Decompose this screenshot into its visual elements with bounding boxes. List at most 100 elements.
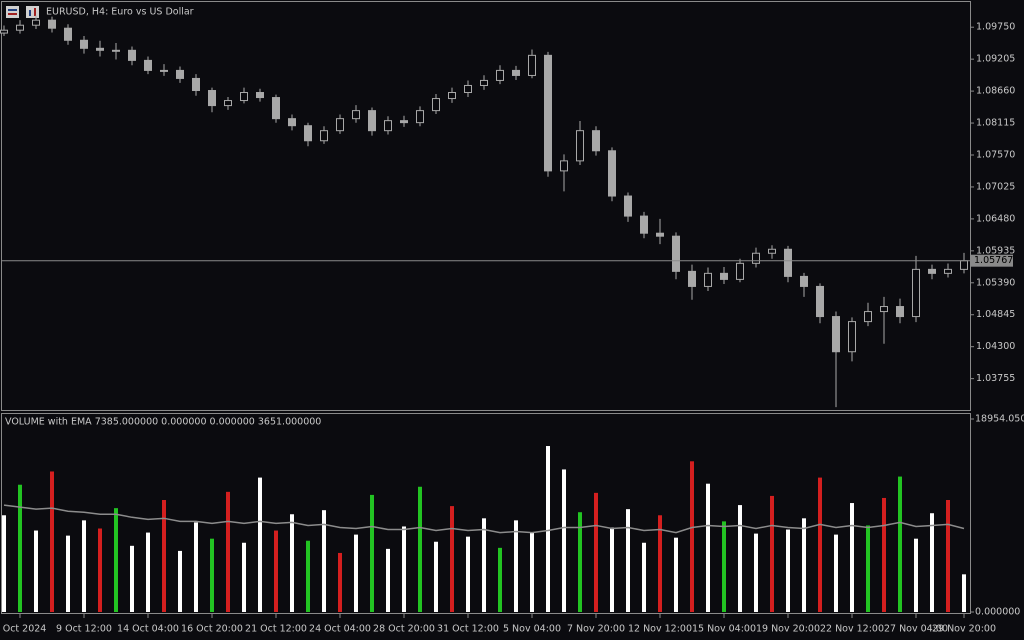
volume-bar — [674, 537, 678, 612]
volume-bar — [242, 542, 246, 612]
volume-bar — [690, 461, 694, 612]
toolbar-icons[interactable] — [6, 6, 39, 18]
y-tick-label: 1.08115 — [976, 118, 1015, 129]
candle-body — [352, 110, 360, 120]
volume-bar — [98, 528, 102, 612]
chart-title: EURUSD, H4: Euro vs US Dollar — [46, 7, 194, 18]
x-tick-label: 15 Nov 04:00 — [692, 624, 756, 635]
volume-bar — [162, 499, 166, 612]
volume-bar — [402, 526, 406, 612]
volume-pane — [1, 413, 971, 614]
icon-bar — [29, 10, 31, 16]
volume-bar — [514, 520, 518, 612]
candle-body — [448, 92, 456, 100]
x-tick-label: 27 Nov 04:00 — [884, 624, 948, 635]
candle-body — [560, 160, 568, 172]
volume-bar — [434, 541, 438, 612]
volume-bar — [626, 509, 630, 612]
candle-body — [704, 272, 712, 287]
volume-bar — [146, 532, 150, 612]
icon-menu[interactable] — [6, 6, 19, 18]
y-tick-label: 1.04300 — [976, 341, 1015, 352]
candle-body — [640, 215, 648, 234]
volume-bar — [482, 518, 486, 612]
candle-body — [144, 59, 152, 71]
candle-body — [512, 69, 520, 76]
volume-bar — [66, 535, 70, 612]
volume-bar — [898, 476, 902, 612]
candle-body — [944, 268, 952, 274]
volume-bar — [610, 527, 614, 612]
volume-bar — [130, 545, 134, 612]
candle-body — [208, 90, 216, 107]
candle-body — [720, 272, 728, 280]
x-tick-label: 24 Oct 04:00 — [309, 624, 371, 635]
volume-bar — [34, 530, 38, 612]
candle-body — [656, 232, 664, 237]
candle-body — [192, 77, 200, 92]
candle-body — [608, 150, 616, 197]
volume-bar — [866, 525, 870, 612]
candle-body — [544, 54, 552, 172]
candle-body — [432, 98, 440, 112]
volume-bar — [738, 505, 742, 612]
price-pane — [1, 1, 971, 411]
volume-bar — [370, 494, 374, 612]
candle-body — [160, 69, 168, 72]
volume-bar — [226, 491, 230, 612]
candle-body — [304, 125, 312, 142]
y-tick-label: 1.08660 — [976, 86, 1015, 97]
candle-body — [672, 235, 680, 272]
volume-bar — [594, 492, 598, 612]
volume-bar — [914, 538, 918, 612]
ema-line — [3, 504, 965, 534]
x-tick-label: 28 Oct 20:00 — [373, 624, 435, 635]
icon-line — [8, 13, 17, 15]
x-tick-label: 4 Oct 2024 — [0, 624, 46, 635]
y-tick-label: 1.03755 — [976, 373, 1015, 384]
candle-body — [464, 84, 472, 94]
candle-body — [960, 260, 968, 270]
volume-bar — [818, 477, 822, 612]
candle-body — [784, 248, 792, 277]
volume-bar — [530, 532, 534, 612]
volume-bar — [754, 533, 758, 612]
candle-body — [368, 110, 376, 132]
volume-bar — [274, 530, 278, 612]
icon-chart[interactable] — [26, 6, 39, 18]
volume-bar — [498, 547, 502, 612]
candle-body — [64, 27, 72, 41]
volume-bar — [546, 446, 550, 612]
volume-bar — [82, 520, 86, 612]
icon-bar — [34, 8, 36, 16]
candle-body — [768, 248, 776, 254]
candle-body — [752, 252, 760, 264]
y-tick-label: 1.04845 — [976, 309, 1015, 320]
candle-body — [832, 316, 840, 353]
volume-bar — [194, 522, 198, 612]
x-tick-label: 5 Nov 04:00 — [503, 624, 561, 635]
x-tick-label: 29 Nov 20:00 — [932, 624, 996, 635]
volume-bar — [354, 534, 358, 612]
volume-bar — [834, 534, 838, 612]
candle-body — [384, 120, 392, 132]
volume-bar — [562, 469, 566, 612]
candle-body — [0, 29, 8, 34]
candle-body — [848, 321, 856, 353]
volume-bar — [50, 471, 54, 612]
candle-body — [80, 39, 88, 49]
candle-body — [880, 306, 888, 313]
volume-bar — [322, 510, 326, 612]
candle-body — [272, 97, 280, 120]
volume-bar — [18, 484, 22, 612]
volume-bar — [338, 552, 342, 612]
volume-bar — [450, 506, 454, 612]
current-price-box — [971, 254, 1013, 267]
volume-bar — [290, 514, 294, 612]
x-tick-label: 31 Oct 12:00 — [437, 624, 499, 635]
y-tick-label: 1.09205 — [976, 54, 1015, 65]
x-tick-label: 12 Nov 12:00 — [628, 624, 692, 635]
volume-bar — [770, 495, 774, 612]
candle-body — [240, 92, 248, 102]
